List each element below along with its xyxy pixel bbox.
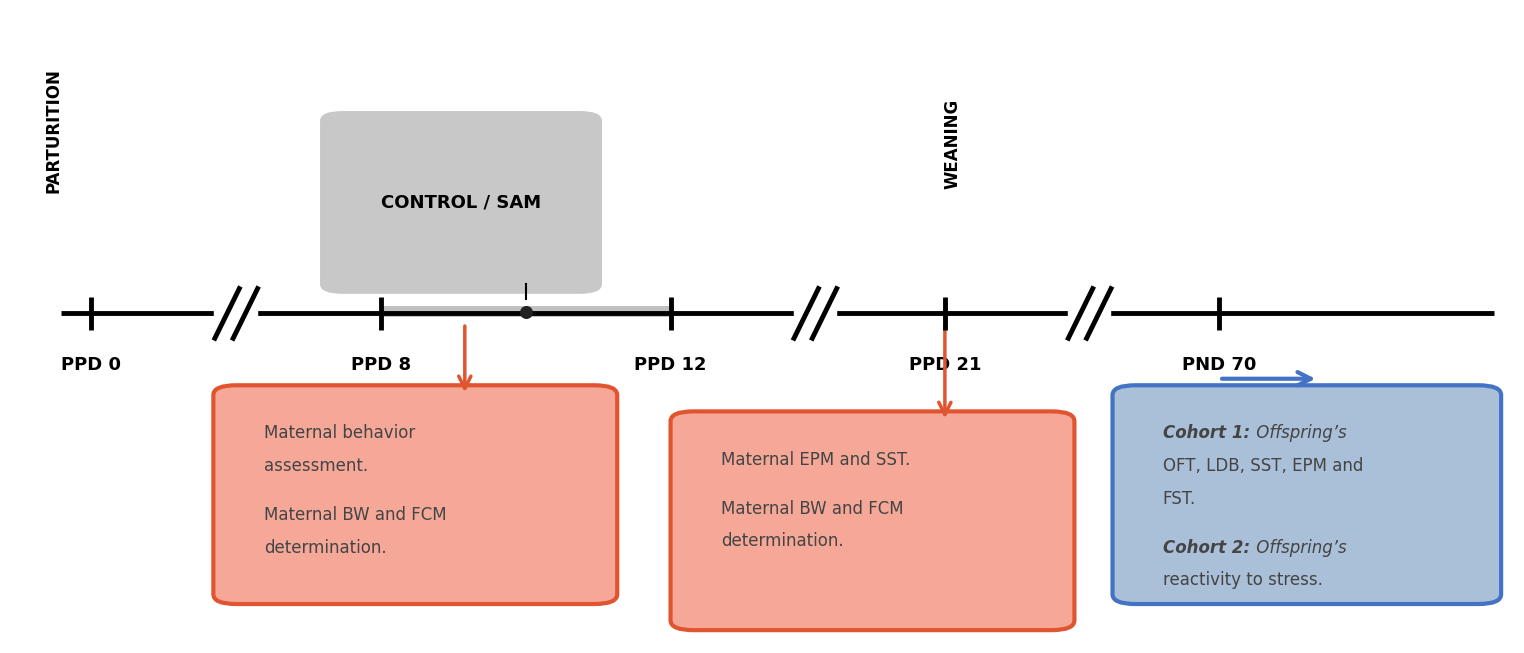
Text: determination.: determination. <box>264 539 386 557</box>
Text: PPD 0: PPD 0 <box>61 356 122 374</box>
Text: Cohort 2:: Cohort 2: <box>1163 539 1250 557</box>
FancyBboxPatch shape <box>320 111 602 294</box>
Text: Maternal BW and FCM: Maternal BW and FCM <box>264 506 447 524</box>
Text: reactivity to stress.: reactivity to stress. <box>1163 571 1323 590</box>
FancyBboxPatch shape <box>671 411 1074 630</box>
Text: OFT, LDB, SST, EPM and: OFT, LDB, SST, EPM and <box>1163 457 1362 475</box>
FancyBboxPatch shape <box>213 385 617 604</box>
Text: PPD 8: PPD 8 <box>351 356 411 374</box>
Text: Offspring’s: Offspring’s <box>1251 539 1347 557</box>
Text: CONTROL / SAM: CONTROL / SAM <box>381 193 541 212</box>
Text: determination.: determination. <box>721 532 843 550</box>
Text: Maternal EPM and SST.: Maternal EPM and SST. <box>721 451 910 469</box>
Text: PPD 21: PPD 21 <box>908 356 981 374</box>
Text: PPD 12: PPD 12 <box>634 356 707 374</box>
Text: Maternal BW and FCM: Maternal BW and FCM <box>721 500 904 518</box>
Text: PND 70: PND 70 <box>1183 356 1256 374</box>
Text: Cohort 1:: Cohort 1: <box>1163 424 1250 443</box>
Text: assessment.: assessment. <box>264 457 367 475</box>
FancyBboxPatch shape <box>381 306 671 317</box>
Text: FST.: FST. <box>1163 490 1196 508</box>
Text: Maternal behavior: Maternal behavior <box>264 424 415 443</box>
FancyBboxPatch shape <box>1113 385 1501 604</box>
Text: Offspring’s: Offspring’s <box>1251 424 1347 443</box>
Text: WEANING: WEANING <box>943 99 962 189</box>
Point <box>514 307 538 317</box>
Text: PARTURITION: PARTURITION <box>44 68 62 193</box>
